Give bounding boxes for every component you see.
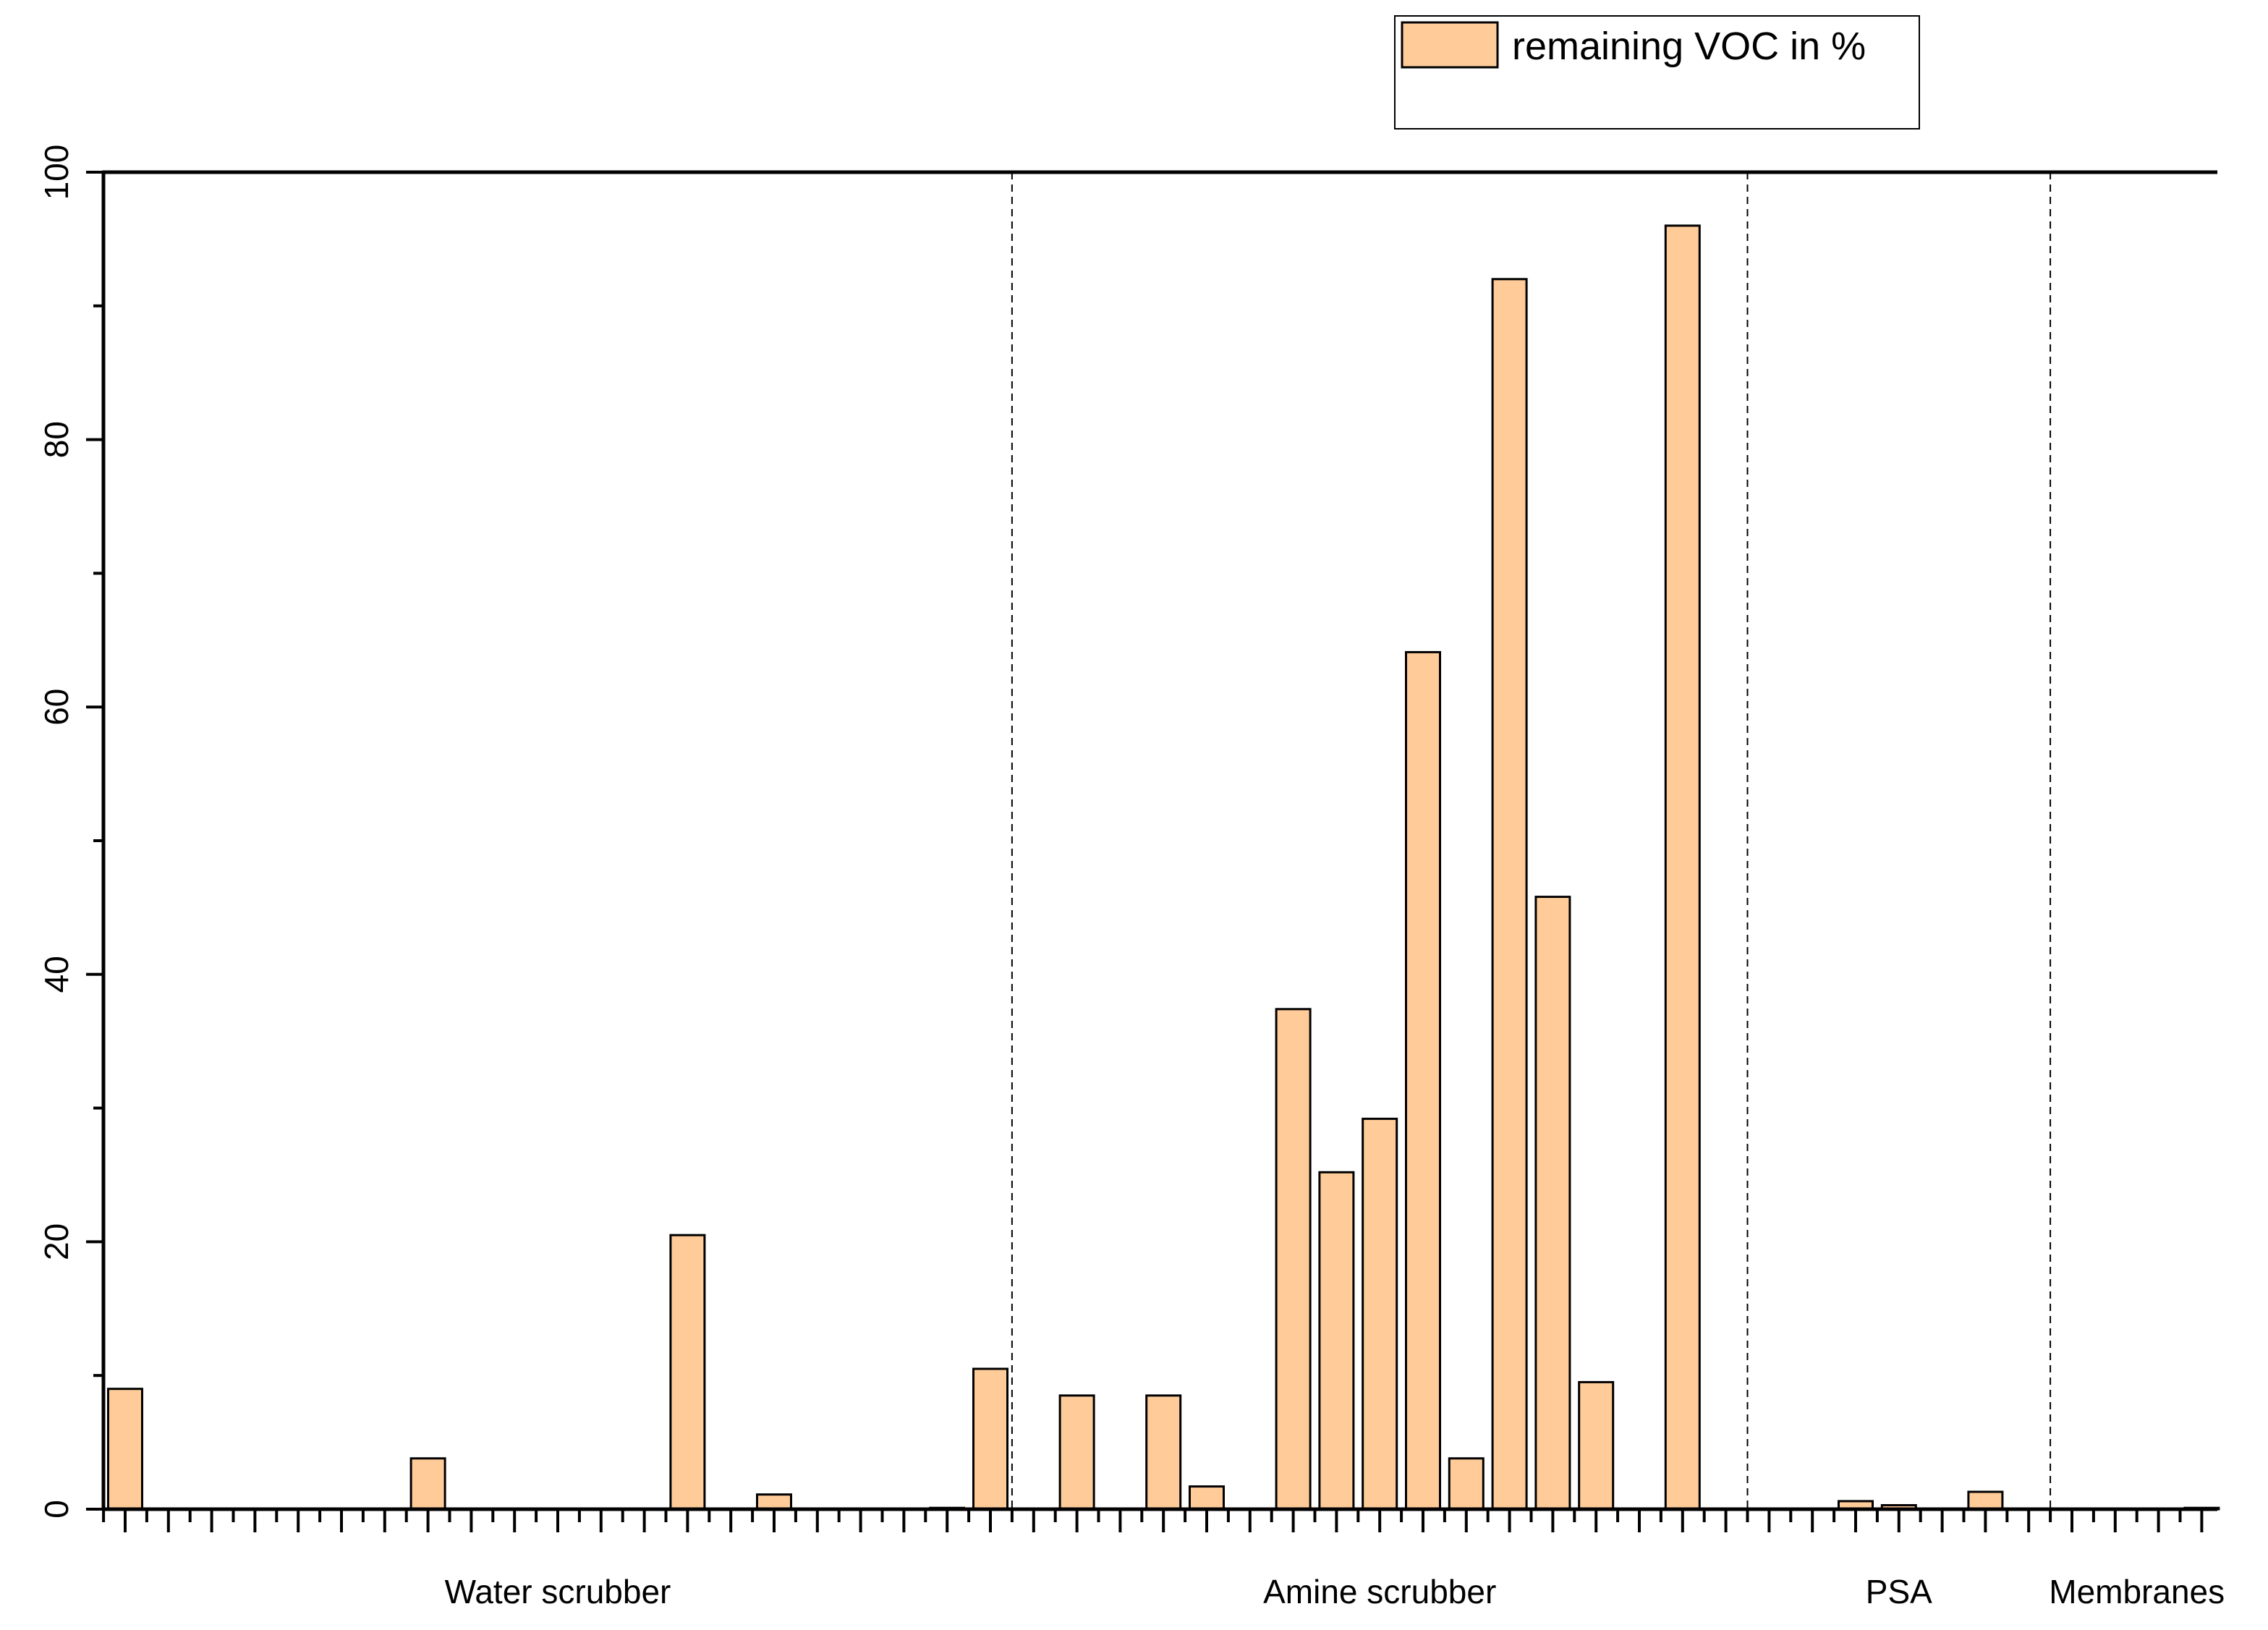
axis-labels: 0 20 40 60 80 100 Water scrubber Amine scrubber…	[38, 145, 2225, 1610]
bar	[1967, 1490, 2004, 1511]
bar	[1362, 1117, 1398, 1511]
bar	[107, 1388, 143, 1511]
bar	[1664, 224, 1701, 1511]
bar	[1448, 1457, 1485, 1511]
bar	[1275, 1008, 1312, 1511]
axis-ticks	[86, 171, 2204, 1532]
bar	[972, 1367, 1008, 1511]
bar	[1405, 650, 1441, 1511]
plot-frame	[101, 170, 2217, 1511]
group-label: Membranes	[2049, 1573, 2225, 1610]
bar	[1145, 1394, 1182, 1511]
y-tick-label: 0	[38, 1500, 75, 1519]
bar	[1189, 1485, 1225, 1511]
bar	[756, 1493, 792, 1511]
bar	[669, 1234, 706, 1511]
y-tick-label: 80	[38, 421, 75, 458]
bar	[409, 1457, 446, 1511]
y-tick-label: 100	[38, 145, 75, 200]
bar	[1578, 1380, 1615, 1511]
bar	[1534, 896, 1571, 1511]
legend-label: remaining VOC in %	[1512, 25, 1866, 68]
group-label: Water scrubber	[445, 1573, 671, 1610]
group-label: Amine scrubber	[1263, 1573, 1496, 1610]
y-tick-label: 20	[38, 1223, 75, 1260]
bar	[1058, 1394, 1095, 1511]
group-label: PSA	[1866, 1573, 1932, 1610]
y-tick-label: 60	[38, 689, 75, 726]
group-dividers	[1011, 172, 2052, 1509]
bar	[1491, 278, 1528, 1511]
y-tick-label: 40	[38, 956, 75, 993]
bars	[107, 224, 2220, 1511]
bar	[1318, 1171, 1355, 1511]
legend: remaining VOC in %	[1394, 15, 1920, 130]
legend-swatch	[1401, 21, 1499, 69]
